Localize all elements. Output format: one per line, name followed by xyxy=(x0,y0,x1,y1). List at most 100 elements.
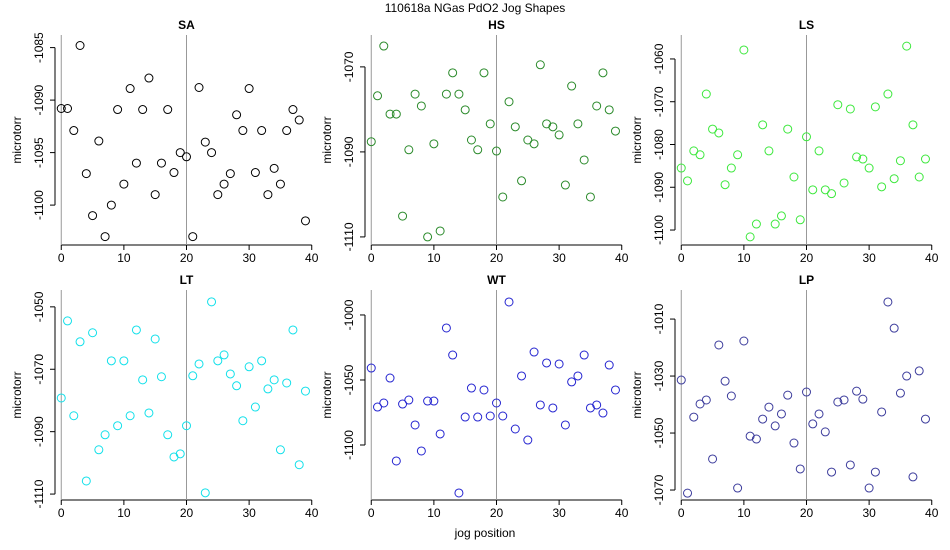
point xyxy=(895,156,905,166)
y-tick-label: -1085 xyxy=(32,32,46,63)
point xyxy=(908,120,918,130)
x-tick-label: 20 xyxy=(800,251,814,265)
point xyxy=(131,158,141,168)
point xyxy=(163,430,173,440)
point xyxy=(795,215,805,225)
point xyxy=(460,105,470,115)
point xyxy=(695,399,705,409)
point xyxy=(423,396,433,406)
point xyxy=(726,391,736,401)
point xyxy=(119,179,129,189)
point xyxy=(473,412,483,422)
point xyxy=(106,356,116,366)
y-tick-label: -1090 xyxy=(652,172,666,203)
point xyxy=(827,467,837,477)
point xyxy=(373,91,383,101)
point xyxy=(250,168,260,178)
point xyxy=(517,176,527,186)
point xyxy=(764,402,774,412)
point xyxy=(454,89,464,99)
point xyxy=(169,168,179,178)
page-title: 110618a NGas PdO2 Jog Shapes xyxy=(385,1,566,15)
point xyxy=(282,126,292,136)
point xyxy=(138,375,148,385)
point xyxy=(441,323,451,333)
point xyxy=(858,154,868,164)
point xyxy=(200,137,210,147)
point xyxy=(529,139,539,149)
point xyxy=(689,412,699,422)
point xyxy=(542,119,552,129)
point xyxy=(404,395,414,405)
point xyxy=(213,190,223,200)
point xyxy=(852,152,862,162)
point xyxy=(510,122,520,132)
point xyxy=(244,84,254,94)
point xyxy=(282,378,292,388)
x-tick-label: 40 xyxy=(925,251,939,265)
point xyxy=(567,377,577,387)
point xyxy=(163,105,173,115)
point xyxy=(802,387,811,397)
point xyxy=(535,400,545,410)
point xyxy=(75,337,85,347)
point xyxy=(416,446,426,456)
point xyxy=(429,396,439,406)
point xyxy=(200,488,210,498)
point xyxy=(542,358,552,368)
point xyxy=(485,411,495,421)
point xyxy=(783,390,793,400)
point xyxy=(845,460,855,470)
point xyxy=(739,336,749,346)
point xyxy=(219,350,229,360)
point xyxy=(194,359,204,369)
point xyxy=(845,104,855,114)
point xyxy=(751,219,761,229)
point xyxy=(441,89,451,99)
point xyxy=(113,105,123,115)
point xyxy=(714,128,724,138)
point xyxy=(56,393,66,403)
point xyxy=(69,411,79,421)
point xyxy=(789,172,799,182)
point xyxy=(106,200,116,210)
x-tick-label: 40 xyxy=(305,506,319,520)
point xyxy=(300,386,310,396)
point xyxy=(257,126,267,136)
point xyxy=(498,192,508,202)
point xyxy=(877,407,887,417)
point xyxy=(745,431,755,441)
point xyxy=(504,97,514,107)
point xyxy=(269,163,279,173)
point xyxy=(839,178,849,188)
point xyxy=(454,488,464,498)
point xyxy=(676,375,686,385)
point xyxy=(814,409,824,419)
point xyxy=(808,419,818,429)
x-tick-label: 40 xyxy=(305,251,319,265)
point xyxy=(100,232,110,242)
y-tick-label: -1090 xyxy=(342,136,356,167)
point xyxy=(573,371,583,381)
point xyxy=(864,483,874,493)
point xyxy=(814,146,824,156)
point xyxy=(238,416,248,426)
point xyxy=(275,179,285,189)
point xyxy=(448,350,458,360)
point xyxy=(585,192,595,202)
point xyxy=(294,115,304,125)
point xyxy=(63,316,73,326)
point xyxy=(100,430,110,440)
y-axis-title: microtorr xyxy=(320,116,334,163)
point xyxy=(466,383,476,393)
point xyxy=(720,376,730,386)
point xyxy=(914,172,924,182)
point xyxy=(119,356,129,366)
point xyxy=(889,174,899,184)
y-tick-label: -1090 xyxy=(32,84,46,115)
point xyxy=(585,403,595,413)
x-tick-label: 30 xyxy=(552,506,566,520)
point xyxy=(379,41,389,51)
point xyxy=(579,155,589,165)
point xyxy=(379,398,389,408)
